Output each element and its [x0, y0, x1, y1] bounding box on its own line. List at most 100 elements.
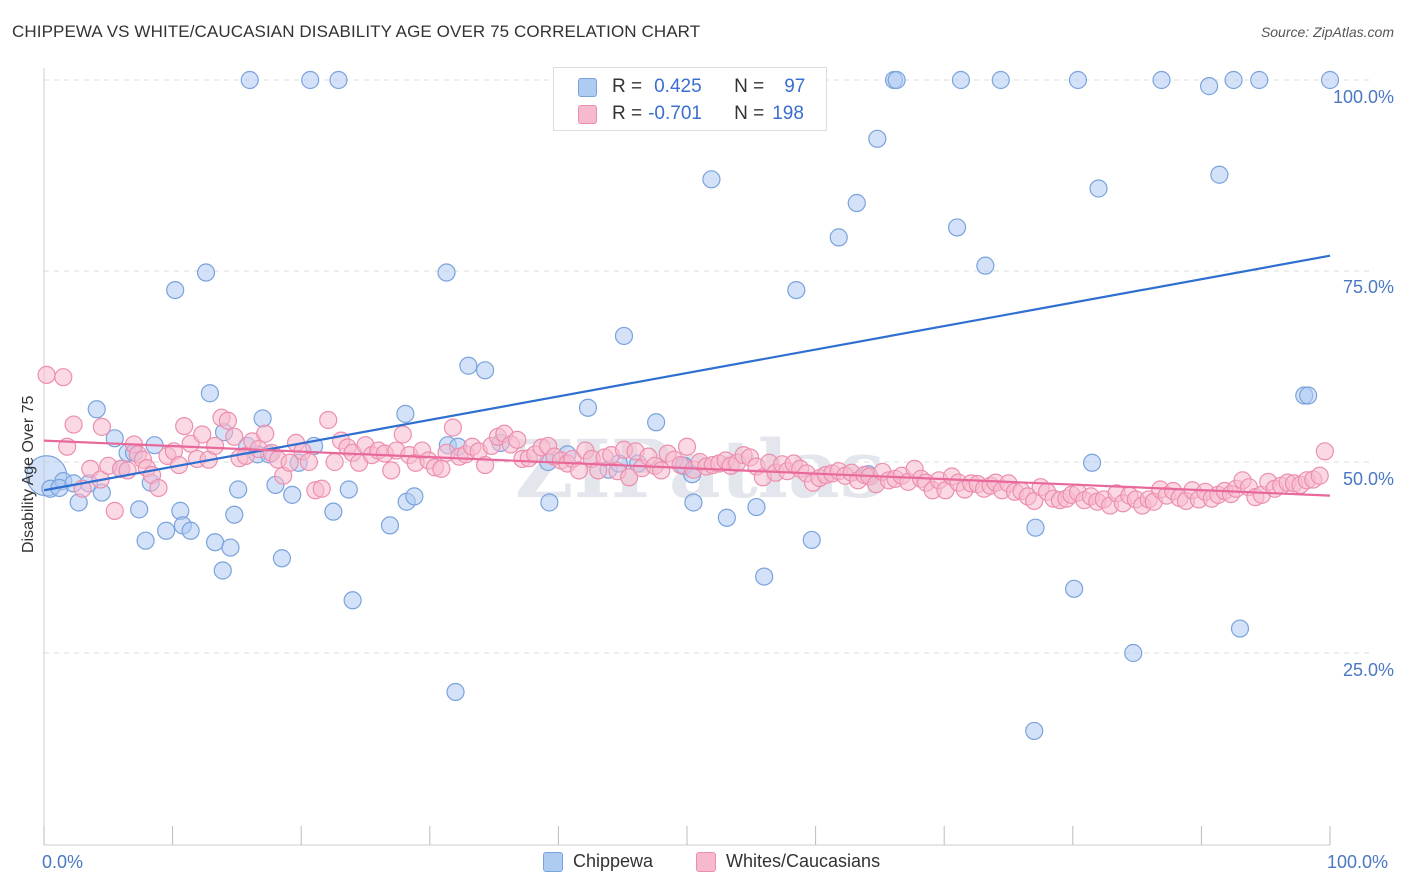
legend-label: Whites/Caucasians — [726, 851, 881, 871]
chippewa-point — [702, 170, 721, 189]
chippewa-point — [213, 561, 232, 580]
chippewa-point — [87, 400, 106, 419]
chippewa-point — [1210, 165, 1229, 184]
white-point — [105, 501, 124, 520]
white-trend-line — [43, 439, 1331, 497]
chippewa-point — [614, 326, 634, 346]
chippewa-point — [166, 281, 185, 300]
chippewa-point — [1068, 70, 1088, 90]
chippewa-point — [829, 228, 848, 247]
chippewa-point — [991, 70, 1010, 90]
n-label: N = — [734, 76, 765, 97]
white-point — [319, 410, 338, 430]
chippewa-point — [747, 497, 766, 517]
r-label: R = — [612, 103, 643, 124]
chippewa-point — [446, 682, 465, 702]
white-point — [620, 468, 639, 487]
chippewa-point — [200, 384, 219, 403]
chippewa-point — [157, 521, 176, 540]
white-point — [193, 425, 212, 444]
chippewa-point — [947, 218, 967, 237]
white-point — [64, 415, 83, 434]
chippewa-point — [887, 70, 906, 90]
white-point — [299, 452, 319, 472]
chippewa-point — [847, 193, 866, 213]
chippewa-point — [1026, 518, 1045, 537]
chippewa-point — [1082, 453, 1102, 472]
chippewa-point — [196, 263, 216, 282]
chippewa-point — [343, 591, 362, 610]
chippewa-point — [240, 70, 259, 90]
stats-row-chippewa: R = 0.425 N = 97 — [578, 76, 805, 98]
chippewa-point — [324, 502, 343, 521]
grid-lines — [44, 79, 1370, 654]
white-point — [1310, 466, 1329, 485]
white-point — [149, 478, 168, 498]
chippewa-point — [1320, 70, 1340, 90]
chippewa-point — [405, 487, 424, 506]
chippewa-point — [802, 530, 821, 550]
white-legend-swatch — [696, 851, 716, 872]
white-point — [1315, 442, 1334, 461]
y-tick-100: 100.0% — [1332, 87, 1394, 107]
n-label: N = — [734, 103, 765, 124]
chart-source: Source: ZipAtlas.com — [1260, 24, 1394, 40]
white-point — [175, 416, 194, 436]
chippewa-point — [717, 508, 736, 527]
y-tick-50: 50.0% — [1342, 469, 1394, 489]
legend-label: Chippewa — [573, 851, 654, 871]
chippewa-point — [540, 493, 559, 512]
white-point — [312, 479, 331, 498]
y-tick-75: 75.0% — [1342, 277, 1394, 297]
white-point — [280, 453, 299, 472]
chippewa-point — [951, 70, 971, 90]
legend-item-chippewa: Chippewa — [543, 851, 653, 872]
chippewa-swatch — [578, 77, 597, 97]
chippewa-legend-swatch — [543, 851, 563, 872]
chippewa-point — [1230, 619, 1250, 638]
white-point — [393, 425, 412, 444]
white-point — [382, 461, 401, 480]
chippewa-point — [459, 356, 478, 375]
chippewa-point — [181, 521, 200, 540]
chart-title: CHIPPEWA VS WHITE/CAUCASIAN DISABILITY A… — [12, 22, 701, 41]
chippewa-point — [130, 500, 149, 519]
chippewa-point — [437, 263, 456, 282]
chippewa-point — [1025, 721, 1044, 741]
white-point — [677, 437, 697, 456]
white-swatch — [578, 104, 597, 124]
chippewa-point — [647, 413, 666, 432]
stats-row-white: R = -0.701 N = 198 — [578, 103, 804, 125]
stats-legend: R = 0.425 N = 97 R = -0.701 N = 198 — [553, 67, 827, 131]
chippewa-point — [1200, 77, 1219, 96]
white-points — [37, 365, 1334, 520]
chippewa-point — [283, 485, 302, 504]
chippewa-point — [868, 129, 887, 148]
chippewa-point — [253, 409, 272, 428]
legend-item-white: Whites/Caucasians — [696, 851, 880, 872]
chippewa-point — [1224, 70, 1243, 90]
r-label: R = — [612, 76, 643, 97]
chippewa-point — [329, 70, 348, 90]
chippewa-points — [25, 70, 1340, 741]
chippewa-point — [221, 538, 240, 557]
chippewa-point — [225, 505, 244, 524]
white-point — [54, 368, 73, 387]
n-value: 97 — [784, 76, 806, 97]
chippewa-point — [1124, 643, 1143, 663]
chippewa-point — [136, 531, 155, 550]
n-value: 198 — [772, 103, 804, 124]
x-tick-0: 0.0% — [42, 852, 84, 872]
chippewa-trend-line — [43, 254, 1331, 492]
white-point — [508, 430, 527, 449]
white-point — [218, 411, 237, 430]
chippewa-point — [684, 493, 703, 512]
chippewa-point — [755, 567, 774, 586]
chippewa-point — [1250, 70, 1269, 90]
x-tick-100: 100.0% — [1327, 852, 1389, 872]
chippewa-point — [578, 398, 598, 417]
chippewa-point — [396, 404, 415, 423]
y-axis-label: Disability Age Over 75 — [20, 395, 37, 553]
white-point — [92, 417, 111, 436]
